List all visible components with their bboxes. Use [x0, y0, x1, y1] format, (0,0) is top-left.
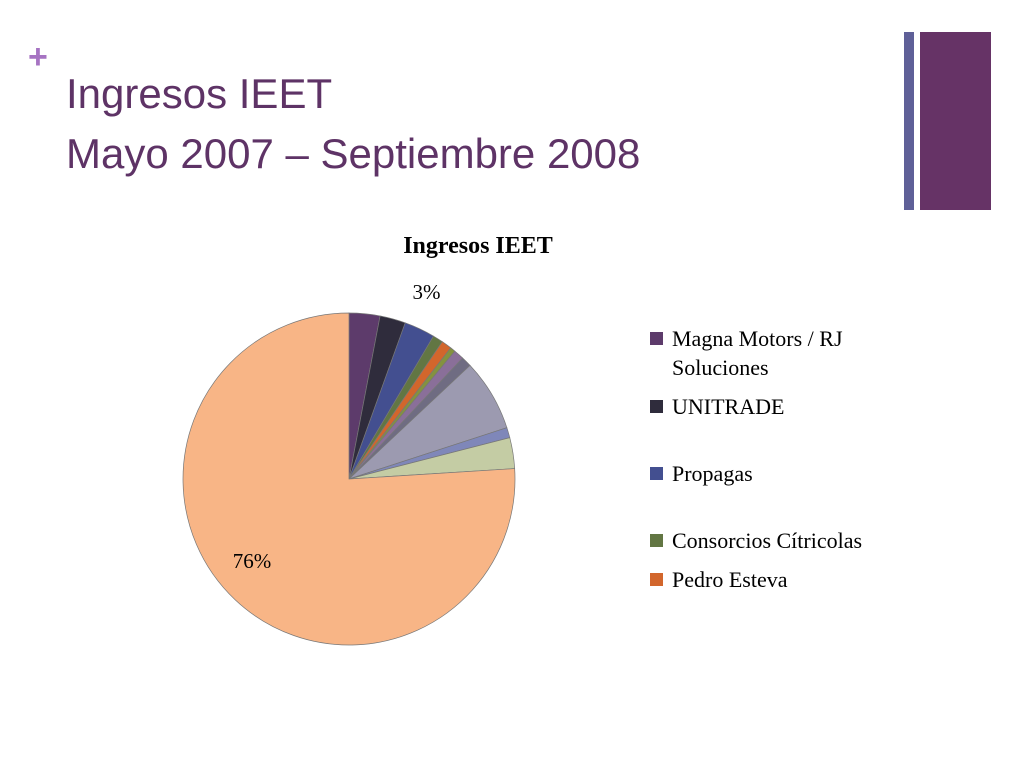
data-label: 76% — [233, 549, 272, 573]
legend-item: Consorcios Cítricolas — [650, 526, 900, 555]
legend-label: Magna Motors / RJ Soluciones — [672, 326, 843, 380]
slide-subtitle: Mayo 2007 – Septiembre 2008 — [66, 130, 641, 177]
chart-title: Ingresos IEET — [403, 233, 553, 259]
pie-slice — [182, 312, 516, 646]
plus-mark: + — [28, 38, 48, 76]
legend-swatch — [650, 400, 663, 413]
legend-swatch — [650, 534, 663, 547]
legend-swatch — [650, 467, 663, 480]
deco-bar — [904, 32, 914, 210]
legend-item: UNITRADE — [650, 392, 900, 421]
legend: Magna Motors / RJ Soluciones UNITRADE Prop… — [650, 314, 900, 594]
legend-label: Propagas — [672, 461, 753, 486]
deco-bar — [920, 32, 991, 210]
data-label: 3% — [413, 280, 441, 304]
chart: Ingresos IEET 3% 76% — [182, 233, 553, 646]
legend-swatch — [650, 573, 663, 586]
legend-label: Pedro Esteva — [672, 567, 788, 592]
legend-label: UNITRADE — [672, 394, 785, 419]
legend-swatch — [650, 332, 663, 345]
legend-label: Consorcios Cítricolas — [672, 528, 863, 553]
legend-item: Pedro Esteva — [650, 565, 900, 594]
legend-item: Propagas — [650, 459, 900, 488]
slide-title: Ingresos IEET — [66, 70, 333, 117]
legend-item: Magna Motors / RJ Soluciones — [650, 324, 900, 382]
